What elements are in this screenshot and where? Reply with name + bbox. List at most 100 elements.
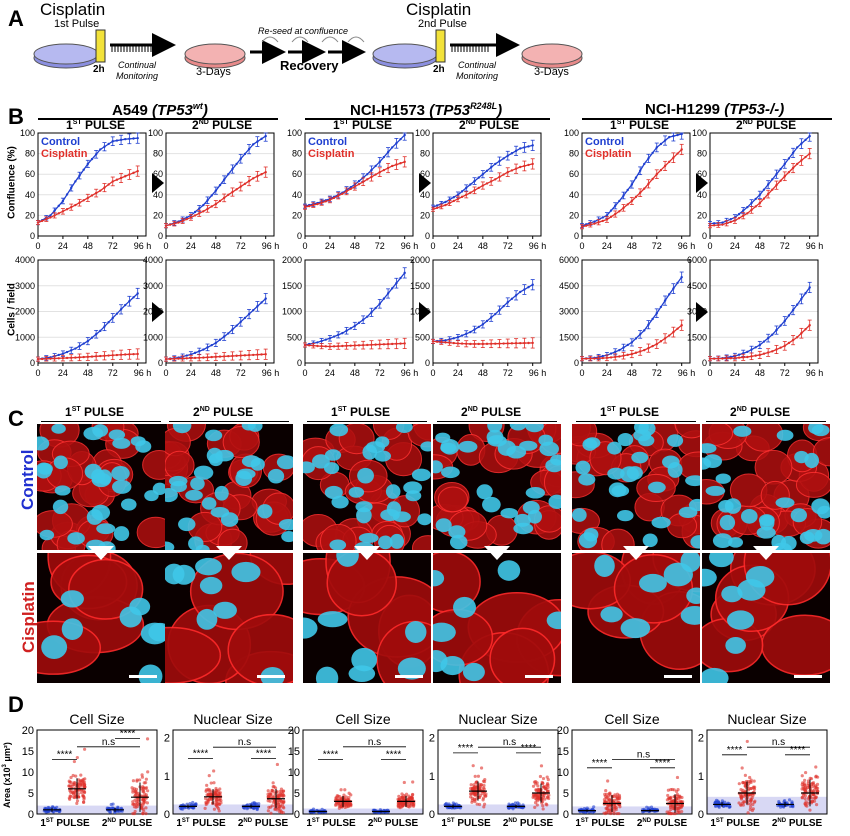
- nucleus: [728, 537, 744, 548]
- data-point: [141, 811, 145, 816]
- data-point: [132, 296, 135, 299]
- data-point: [146, 789, 150, 793]
- y-tick-label: 15: [22, 746, 34, 758]
- data-point: [115, 353, 119, 357]
- cell-membrane: [222, 426, 260, 459]
- data-point: [168, 357, 172, 361]
- x-tick-label: 0: [707, 241, 712, 251]
- data-point: [193, 351, 197, 355]
- data-point: [247, 147, 251, 151]
- cell-line-title-a549: A549 (TP53wt): [112, 101, 208, 119]
- data-point: [74, 356, 77, 359]
- data-point: [78, 201, 81, 204]
- data-point: [207, 789, 211, 793]
- x-group-label: 2ND PULSE: [772, 818, 823, 829]
- data-point: [489, 316, 493, 319]
- nucleus: [165, 563, 185, 585]
- nucleus: [196, 608, 218, 630]
- data-point: [76, 795, 80, 799]
- pulse-arrow-icon: [696, 302, 708, 322]
- data-point: [766, 336, 770, 340]
- data-point: [337, 804, 341, 808]
- data-point: [469, 342, 472, 346]
- data-point: [144, 780, 148, 785]
- cell-membrane: [142, 449, 165, 480]
- y-tick-label: 0: [30, 358, 35, 368]
- data-point: [40, 219, 44, 223]
- data-point: [489, 342, 493, 345]
- y-tick-label: 80: [153, 149, 163, 159]
- data-point: [752, 779, 756, 783]
- data-point: [411, 780, 415, 784]
- data-point: [194, 802, 198, 806]
- data-point: [651, 344, 654, 348]
- data-point: [514, 342, 518, 345]
- nucleus: [794, 450, 809, 464]
- pulse-header-suffix: ST: [606, 406, 616, 413]
- duration-label-1: 2h: [93, 64, 105, 75]
- data-point: [775, 328, 778, 332]
- data-point: [475, 802, 479, 806]
- data-point: [231, 328, 234, 331]
- data-point: [410, 796, 414, 800]
- data-point: [133, 802, 137, 806]
- nucleus: [317, 611, 348, 628]
- nucleus: [214, 485, 229, 501]
- pulse-header-word: PULSE: [746, 405, 791, 419]
- nucleus: [740, 509, 758, 524]
- series-control-line: [165, 298, 267, 360]
- data-point: [749, 780, 753, 785]
- y-tick-label: 1000: [143, 332, 163, 342]
- x-tick-label: 48: [478, 241, 488, 251]
- y-tick-label: 80: [25, 149, 35, 159]
- data-point: [45, 357, 48, 360]
- y-tick-label: 500: [415, 332, 430, 342]
- pulse-header-number: 2: [461, 405, 468, 419]
- data-point: [456, 197, 460, 201]
- data-point: [103, 325, 106, 328]
- y-tick-label: 2000: [282, 255, 302, 265]
- data-point: [269, 811, 273, 815]
- plot-frame: [706, 729, 828, 815]
- pulse-header-word: PULSE: [475, 118, 520, 132]
- nucleus: [440, 438, 460, 455]
- data-point: [328, 198, 332, 202]
- data-point: [494, 312, 497, 316]
- nucleus: [638, 424, 656, 436]
- nucleus: [112, 437, 131, 449]
- data-point: [729, 356, 732, 360]
- data-point: [800, 332, 803, 335]
- nucleus: [195, 544, 210, 550]
- data-point: [74, 180, 77, 183]
- plot-frame: [581, 259, 691, 364]
- significance-label: ****: [458, 743, 474, 754]
- header-rule-a549: [38, 118, 278, 120]
- pulse-header: 1ST PULSE: [610, 118, 669, 132]
- data-point: [252, 353, 255, 357]
- data-point: [218, 791, 222, 795]
- x-group-word: PULSE: [320, 818, 356, 829]
- pulse1-subtitle: 1st Pulse: [54, 18, 100, 30]
- data-point: [189, 356, 193, 360]
- data-point: [523, 288, 526, 291]
- data-point: [456, 193, 460, 196]
- x-group-suffix: ST: [312, 818, 320, 824]
- x-tick-label: 48: [627, 368, 637, 378]
- data-point: [206, 346, 209, 349]
- data-point: [814, 765, 818, 769]
- data-point: [144, 786, 149, 790]
- data-point: [615, 796, 619, 801]
- nucleus: [220, 512, 239, 527]
- data-point: [502, 304, 505, 308]
- nucleus: [594, 554, 615, 577]
- x-tick-label: 48: [350, 368, 360, 378]
- data-point: [473, 774, 477, 778]
- data-point: [218, 355, 222, 358]
- data-point: [749, 799, 753, 803]
- x-group-word: PULSE: [455, 818, 491, 829]
- data-point: [800, 297, 803, 301]
- x-group-suffix: ND: [107, 818, 116, 824]
- drug-bar-2: [435, 29, 446, 63]
- data-point: [668, 805, 673, 809]
- x-tick-label: 24: [602, 368, 612, 378]
